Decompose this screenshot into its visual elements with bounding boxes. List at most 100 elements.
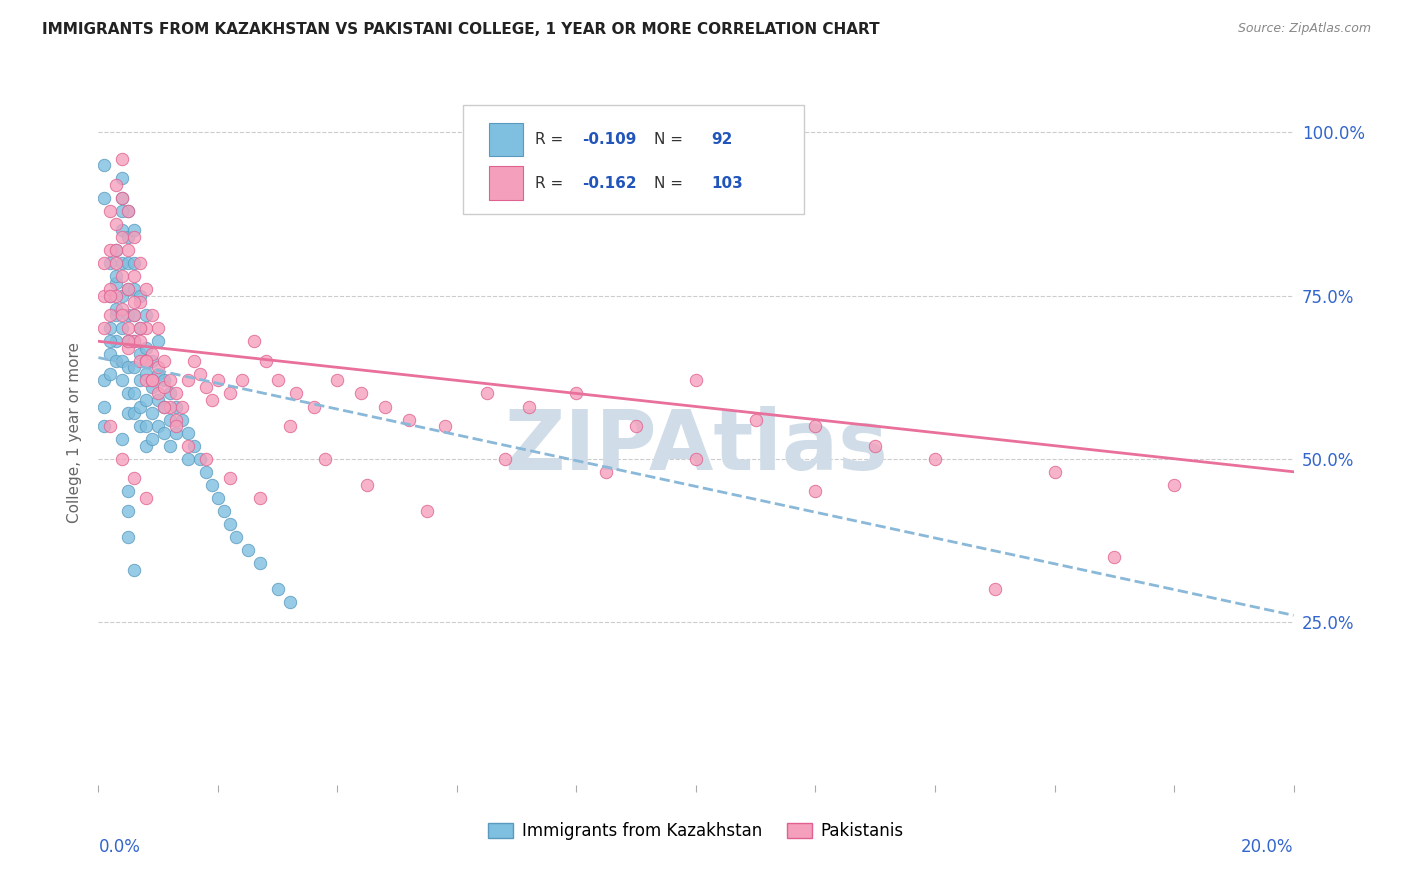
Point [117, 504, 139, 518]
Point [356, 478, 378, 492]
Point [129, 256, 152, 270]
Point [494, 451, 516, 466]
Point [117, 334, 139, 349]
Point [177, 373, 200, 387]
Point [141, 373, 163, 387]
Point [219, 386, 242, 401]
Text: 20.0%: 20.0% [1241, 838, 1294, 855]
Text: 103: 103 [711, 176, 744, 191]
Point [177, 439, 200, 453]
Point [475, 386, 498, 401]
Point [135, 392, 157, 407]
Point [129, 321, 152, 335]
Point [111, 152, 134, 166]
Point [98, 321, 122, 335]
Point [117, 360, 139, 375]
Point [129, 373, 152, 387]
Point [153, 425, 176, 440]
Point [124, 471, 146, 485]
Point [93, 400, 115, 414]
Point [117, 386, 139, 401]
Point [93, 288, 115, 302]
Point [124, 406, 146, 420]
Point [159, 400, 181, 414]
Point [212, 504, 235, 518]
Point [111, 268, 134, 283]
Point [183, 439, 205, 453]
Point [98, 203, 122, 218]
Point [117, 282, 139, 296]
Point [183, 354, 205, 368]
Point [93, 419, 115, 434]
Point [129, 321, 152, 335]
Point [278, 595, 301, 609]
Point [416, 504, 439, 518]
Point [117, 334, 139, 349]
Point [141, 432, 163, 446]
Text: N =: N = [654, 132, 688, 147]
Point [141, 406, 163, 420]
Point [98, 419, 122, 434]
Point [111, 321, 134, 335]
Point [117, 230, 139, 244]
Point [105, 334, 128, 349]
Point [135, 373, 157, 387]
Point [124, 334, 146, 349]
Point [141, 354, 163, 368]
Point [595, 465, 617, 479]
Bar [489, 122, 523, 156]
Point [249, 556, 271, 570]
Point [148, 419, 170, 434]
Point [350, 386, 373, 401]
Point [98, 308, 122, 322]
Point [124, 386, 146, 401]
Point [93, 158, 115, 172]
Point [124, 223, 146, 237]
Point [177, 425, 200, 440]
Point [124, 282, 146, 296]
Point [207, 373, 229, 387]
Point [231, 373, 253, 387]
Point [111, 432, 134, 446]
Point [865, 439, 887, 453]
Point [98, 256, 122, 270]
Point [141, 308, 163, 322]
Point [195, 465, 218, 479]
Point [804, 419, 827, 434]
Point [159, 412, 181, 426]
Point [159, 373, 181, 387]
Point [117, 243, 139, 257]
Point [111, 230, 134, 244]
Point [105, 217, 128, 231]
Point [267, 582, 290, 597]
Point [153, 400, 176, 414]
Point [267, 373, 290, 387]
Point [124, 563, 146, 577]
Point [165, 386, 187, 401]
Point [148, 392, 170, 407]
Point [135, 354, 157, 368]
Point [201, 478, 224, 492]
Point [685, 373, 707, 387]
Point [98, 347, 122, 361]
Point [111, 256, 134, 270]
Point [148, 386, 170, 401]
Point [148, 334, 170, 349]
Point [284, 386, 307, 401]
Point [111, 223, 134, 237]
Point [135, 321, 157, 335]
Point [105, 243, 128, 257]
Point [153, 400, 176, 414]
Point [105, 288, 128, 302]
Point [177, 451, 200, 466]
Point [93, 373, 115, 387]
Point [165, 425, 187, 440]
Point [124, 334, 146, 349]
Point [111, 354, 134, 368]
Point [165, 400, 187, 414]
Point [195, 380, 218, 394]
Point [124, 295, 146, 310]
Text: N =: N = [654, 176, 688, 191]
Point [117, 203, 139, 218]
Point [98, 288, 122, 302]
